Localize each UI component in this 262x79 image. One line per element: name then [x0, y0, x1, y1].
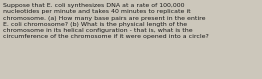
Text: Suppose that E. coli synthesizes DNA at a rate of 100,000
nucleotides per minute: Suppose that E. coli synthesizes DNA at … — [3, 3, 209, 39]
